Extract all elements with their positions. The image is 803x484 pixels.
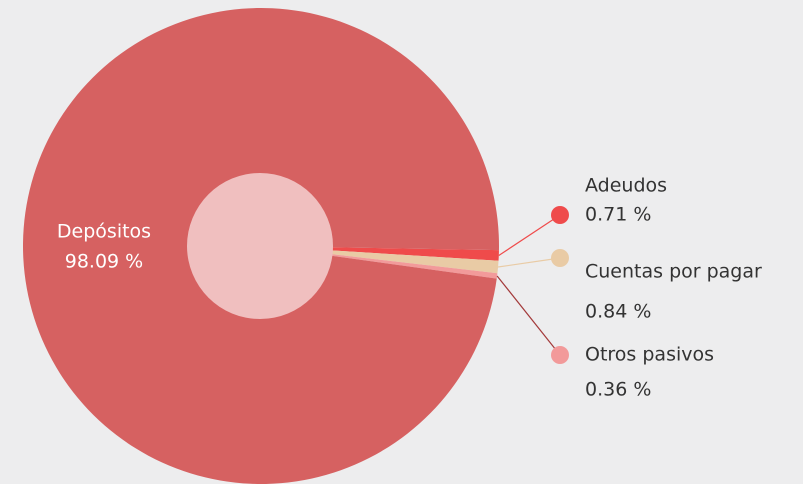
legend-dot bbox=[551, 346, 569, 364]
slice-label: Adeudos bbox=[585, 175, 667, 197]
slice-label: Cuentas por pagar bbox=[585, 261, 762, 283]
slice-value: 0.71 % bbox=[585, 204, 651, 226]
slice-value: 0.84 % bbox=[585, 301, 651, 323]
labels: Depósitos 98.09 % Adeudos 0.71 % Cuentas por… bbox=[57, 175, 762, 401]
leader-line bbox=[498, 214, 561, 256]
legend-dot bbox=[551, 249, 569, 267]
slice-label: Otros pasivos bbox=[585, 344, 714, 366]
leader-line bbox=[497, 257, 561, 268]
slice-label: Depósitos bbox=[57, 221, 151, 243]
legend-dot bbox=[551, 206, 569, 224]
slice-value: 98.09 % bbox=[65, 251, 144, 273]
leader-line bbox=[496, 275, 561, 356]
slice-value: 0.36 % bbox=[585, 379, 651, 401]
pie-center bbox=[187, 173, 333, 319]
